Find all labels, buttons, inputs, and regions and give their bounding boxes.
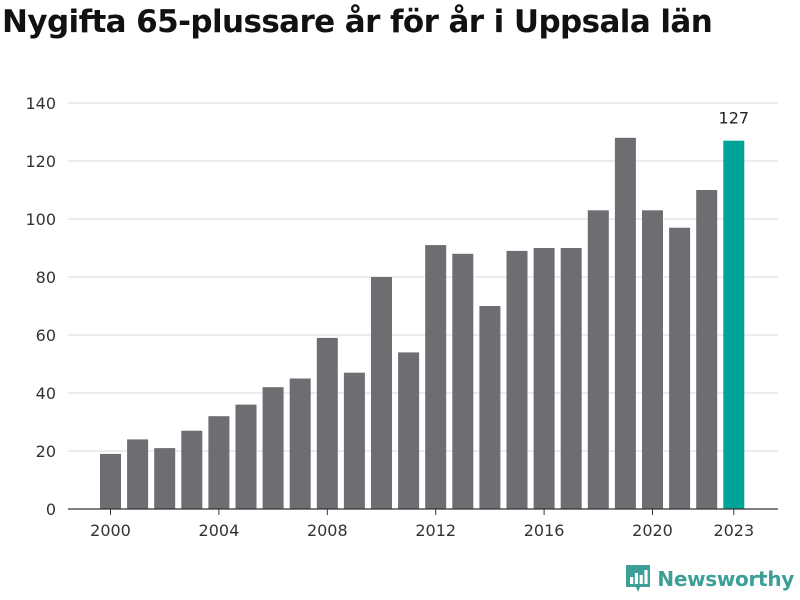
bar-2003 — [181, 430, 203, 509]
bar-2019 — [614, 137, 636, 510]
bar-2005 — [235, 404, 257, 509]
bar-2013 — [452, 253, 474, 509]
chart-title: Nygifta 65-plussare år för år i Uppsala … — [2, 4, 713, 40]
bar-2016 — [533, 248, 555, 509]
bar-2011 — [398, 352, 420, 509]
bar-2010 — [371, 277, 392, 509]
bar-2015 — [506, 250, 528, 509]
x-tick-label: 2004 — [199, 521, 240, 540]
newsworthy-logo-icon — [626, 565, 651, 592]
bar-2012 — [425, 245, 447, 509]
bar-2020 — [642, 210, 663, 510]
bar-2014 — [479, 306, 501, 509]
bar-2000 — [100, 453, 121, 509]
bar-2001 — [127, 439, 149, 509]
y-tick-label: 60 — [36, 326, 56, 345]
bar-2009 — [343, 372, 365, 509]
bar-2007 — [289, 378, 311, 509]
y-tick-label: 80 — [36, 268, 56, 287]
brand-name: Newsworthy — [657, 567, 794, 591]
bar-2022 — [696, 190, 718, 509]
y-tick-label: 100 — [25, 210, 56, 229]
data-label-2023: 127 — [719, 109, 750, 128]
y-tick-label: 140 — [25, 94, 56, 113]
x-tick-label: 2008 — [307, 521, 348, 540]
y-tick-label: 40 — [36, 384, 56, 403]
y-tick-label: 120 — [25, 152, 56, 171]
bar-2021 — [669, 227, 691, 509]
newsworthy-brand: Newsworthy — [625, 564, 794, 594]
x-axis: 2000 2004 2008 2012 2016 2020 2023 — [68, 508, 778, 540]
y-tick-label: 0 — [46, 500, 56, 519]
y-axis-tick-labels: 0 20 40 60 80 100 120 140 — [25, 94, 56, 519]
bar-2002 — [154, 448, 176, 509]
bar-2004 — [208, 416, 230, 509]
y-tick-label: 20 — [36, 442, 56, 461]
bar-2008 — [316, 337, 338, 509]
x-tick-label: 2012 — [415, 521, 456, 540]
data-labels: 127 — [719, 109, 750, 128]
x-tick-label: 2000 — [90, 521, 131, 540]
x-tick-label: 2016 — [524, 521, 565, 540]
x-tick-label: 2020 — [632, 521, 673, 540]
bar-2006 — [262, 387, 284, 509]
bars — [100, 137, 745, 510]
bar-2017 — [560, 248, 582, 509]
x-tick-label: 2023 — [713, 521, 754, 540]
bar-2023 — [723, 140, 745, 509]
bar-2018 — [587, 210, 609, 510]
